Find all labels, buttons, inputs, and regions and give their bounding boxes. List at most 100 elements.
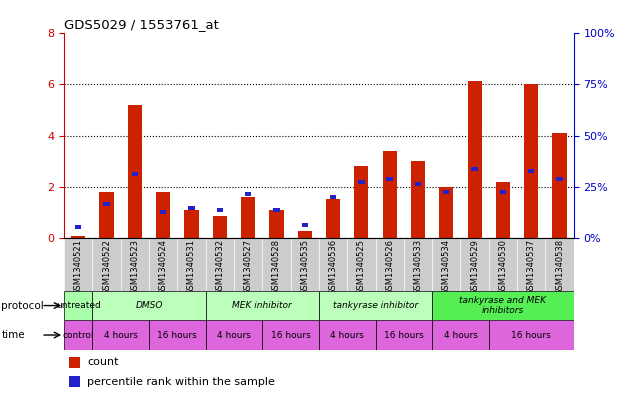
Bar [241, 197, 255, 238]
Bar [64, 320, 92, 350]
Bar [439, 187, 453, 238]
Bar [489, 320, 574, 350]
Bar [206, 320, 262, 350]
Text: 4 hours: 4 hours [444, 331, 478, 340]
Text: 16 hours: 16 hours [512, 331, 551, 340]
Bar [404, 238, 432, 291]
Bar [149, 320, 206, 350]
Text: time: time [1, 330, 25, 340]
Bar [376, 238, 404, 291]
Bar [234, 238, 262, 291]
Bar [319, 238, 347, 291]
Bar [432, 291, 574, 320]
Bar [471, 167, 478, 171]
Bar [330, 195, 337, 199]
Text: 4 hours: 4 hours [217, 331, 251, 340]
Text: GSM1340529: GSM1340529 [470, 239, 479, 295]
Text: count: count [87, 357, 119, 367]
Bar [556, 177, 563, 181]
Text: tankyrase and MEK
inhibitors: tankyrase and MEK inhibitors [460, 296, 546, 315]
Bar [500, 190, 506, 194]
Text: GSM1340524: GSM1340524 [159, 239, 168, 295]
Text: GSM1340538: GSM1340538 [555, 239, 564, 295]
Bar [245, 192, 251, 196]
Bar [358, 180, 365, 184]
Text: GSM1340526: GSM1340526 [385, 239, 394, 295]
Text: 16 hours: 16 hours [158, 331, 197, 340]
Bar [64, 291, 92, 320]
Bar [131, 172, 138, 176]
Bar [347, 238, 376, 291]
Text: GSM1340536: GSM1340536 [329, 239, 338, 295]
Bar [128, 105, 142, 238]
Text: GSM1340534: GSM1340534 [442, 239, 451, 295]
Bar [467, 81, 481, 238]
Bar [545, 238, 574, 291]
Bar [185, 209, 199, 238]
Bar [64, 238, 92, 291]
Bar [75, 225, 81, 229]
Bar [301, 223, 308, 227]
Bar [297, 231, 312, 238]
Bar [269, 209, 283, 238]
Bar [99, 192, 113, 238]
Bar [524, 84, 538, 238]
Bar [290, 238, 319, 291]
Bar [262, 320, 319, 350]
Bar [217, 208, 223, 212]
Text: GSM1340527: GSM1340527 [244, 239, 253, 295]
Bar [443, 190, 449, 194]
Bar [460, 238, 489, 291]
Bar [496, 182, 510, 238]
Bar [149, 238, 178, 291]
Bar [92, 238, 121, 291]
Text: GSM1340521: GSM1340521 [74, 239, 83, 295]
Bar [432, 320, 489, 350]
Text: 16 hours: 16 hours [384, 331, 424, 340]
Bar [188, 206, 195, 209]
Bar [376, 320, 432, 350]
Bar [383, 151, 397, 238]
Text: 16 hours: 16 hours [271, 331, 310, 340]
Text: GSM1340523: GSM1340523 [130, 239, 139, 295]
Text: GSM1340530: GSM1340530 [499, 239, 508, 295]
Bar [178, 238, 206, 291]
Bar [387, 177, 393, 181]
Bar [528, 169, 535, 173]
Text: DMSO: DMSO [135, 301, 163, 310]
Bar [319, 320, 376, 350]
Bar [415, 182, 421, 186]
Text: GSM1340535: GSM1340535 [300, 239, 309, 295]
Text: 4 hours: 4 hours [330, 331, 364, 340]
Text: GSM1340533: GSM1340533 [413, 239, 422, 295]
Bar [262, 238, 290, 291]
Bar [103, 202, 110, 206]
Text: GSM1340532: GSM1340532 [215, 239, 224, 295]
Bar [432, 238, 460, 291]
Text: GSM1340531: GSM1340531 [187, 239, 196, 295]
Bar [121, 238, 149, 291]
Bar [553, 133, 567, 238]
Text: control: control [63, 331, 94, 340]
Bar [71, 237, 85, 238]
Text: tankyrase inhibitor: tankyrase inhibitor [333, 301, 418, 310]
Text: GSM1340528: GSM1340528 [272, 239, 281, 295]
Text: GSM1340537: GSM1340537 [527, 239, 536, 295]
Bar [92, 320, 149, 350]
Text: GSM1340522: GSM1340522 [102, 239, 111, 295]
Bar [160, 210, 167, 214]
Bar [319, 291, 432, 320]
Text: untreated: untreated [56, 301, 101, 310]
Bar [69, 376, 80, 387]
Bar [273, 208, 279, 212]
Bar [489, 238, 517, 291]
Bar [517, 238, 545, 291]
Bar [354, 166, 369, 238]
Text: MEK inhibitor: MEK inhibitor [233, 301, 292, 310]
Text: protocol: protocol [1, 301, 44, 310]
Bar [156, 192, 171, 238]
Bar [69, 356, 80, 368]
Text: GSM1340525: GSM1340525 [357, 239, 366, 295]
Bar [213, 216, 227, 238]
Text: 4 hours: 4 hours [104, 331, 138, 340]
